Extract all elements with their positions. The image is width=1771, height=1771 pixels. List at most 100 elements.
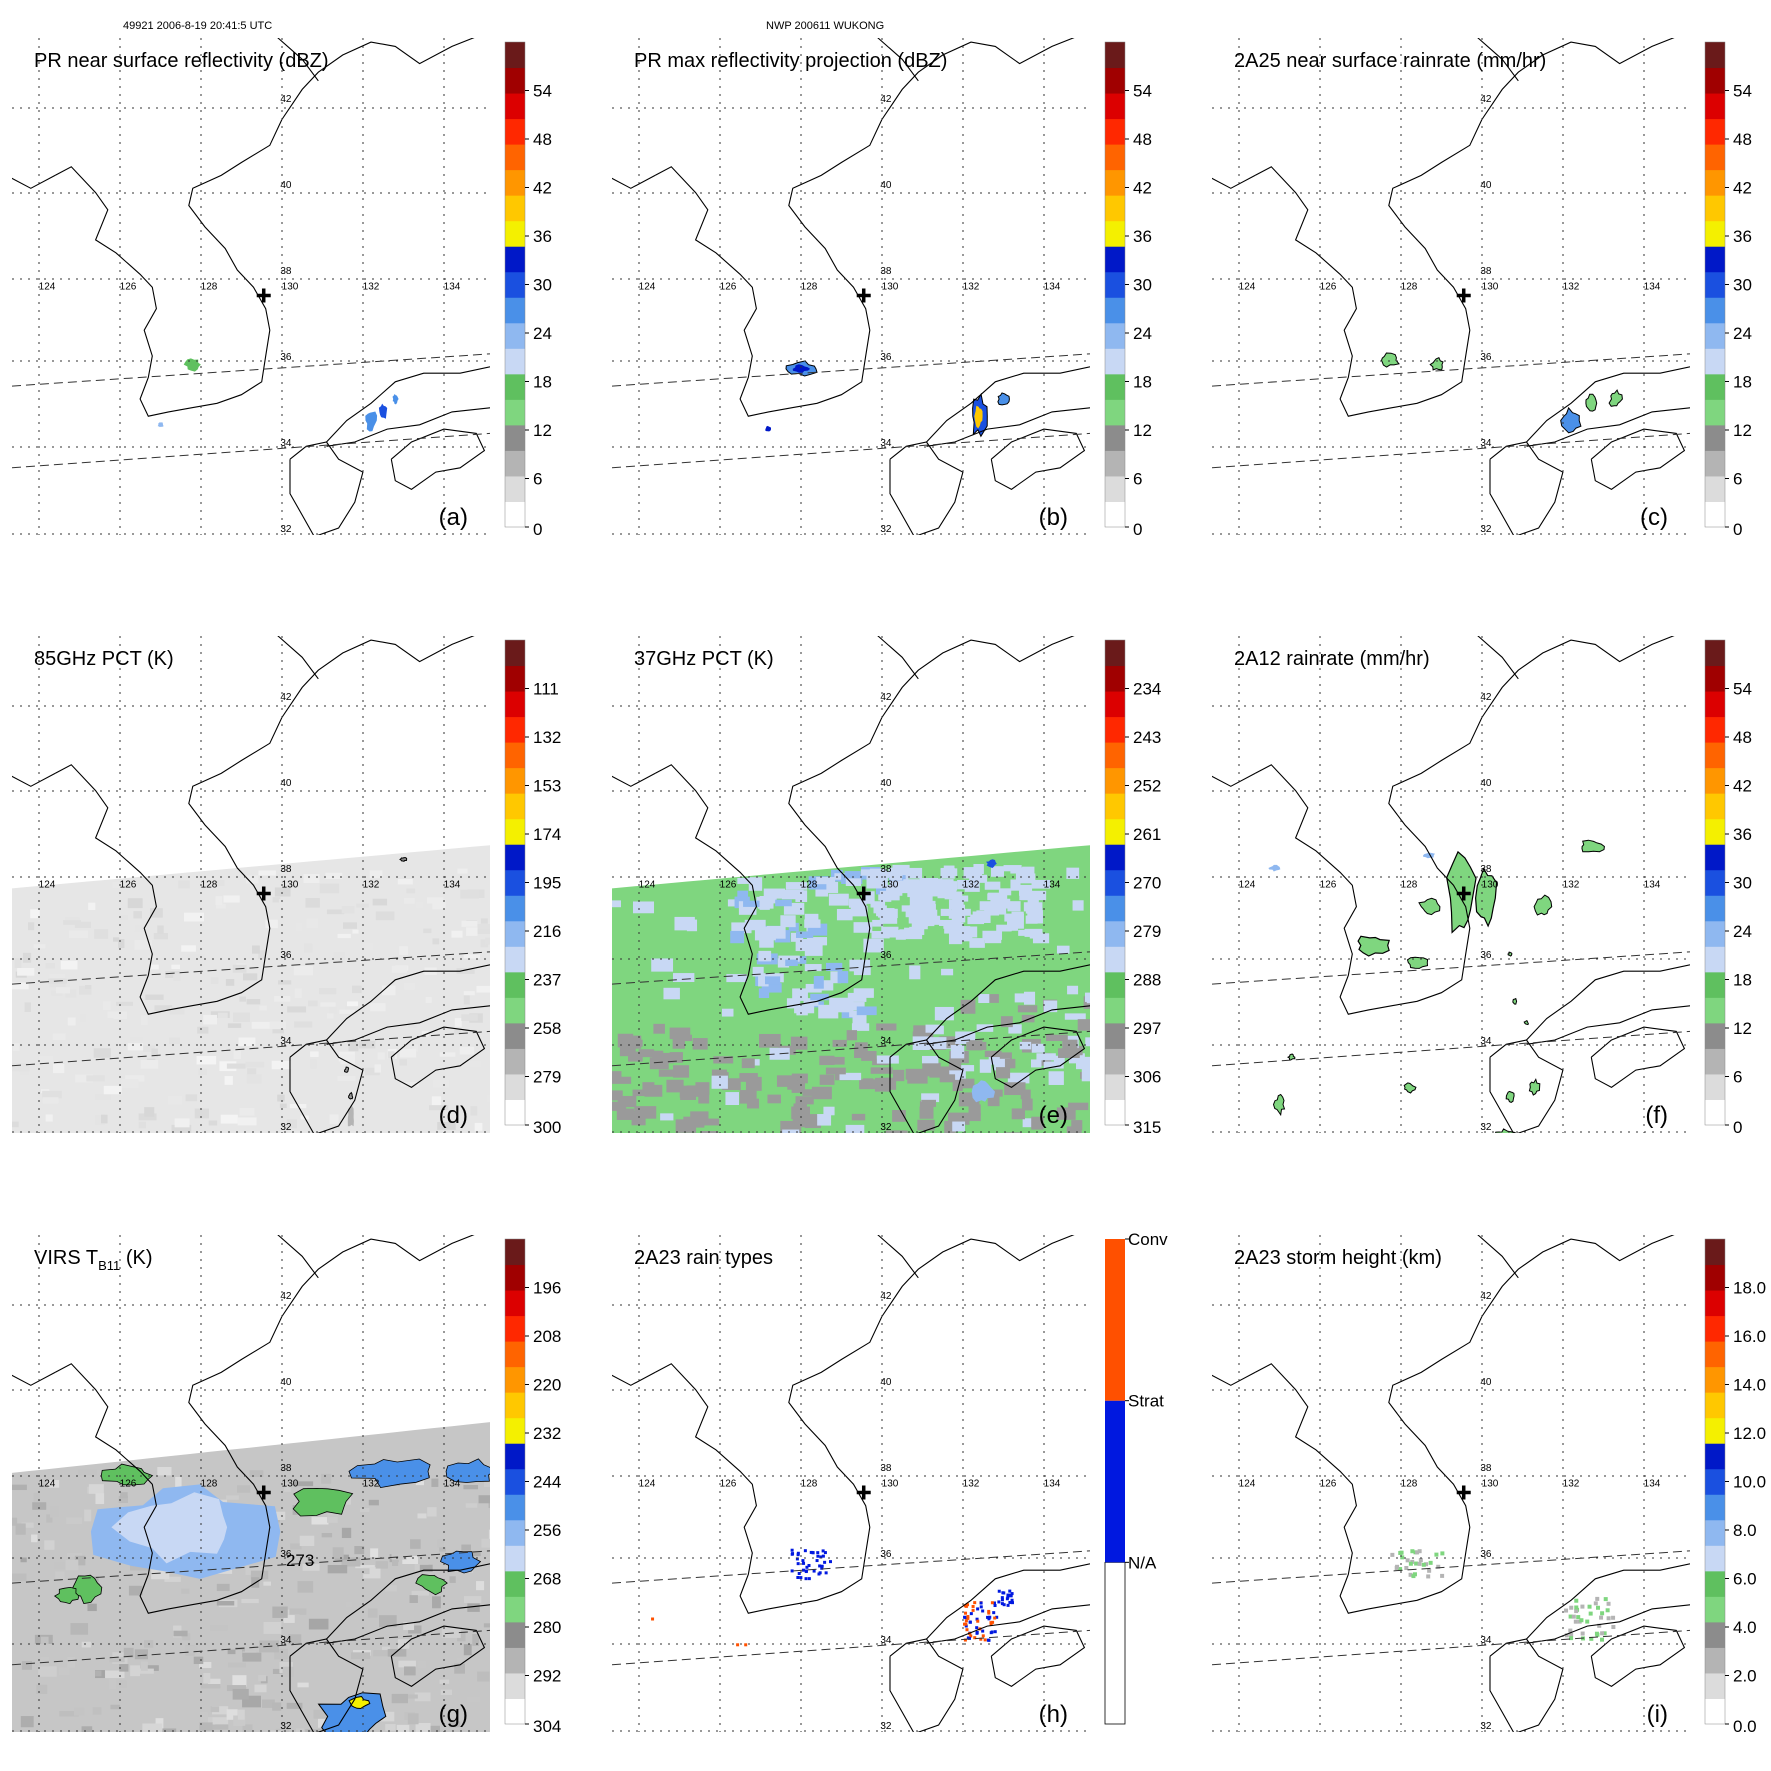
storm-height-pixel <box>1395 1564 1400 1569</box>
storm-center-marker <box>856 1485 871 1500</box>
colorbar-segment <box>1705 169 1725 196</box>
pct-pixel <box>474 1122 483 1131</box>
pct-pixel <box>123 1104 132 1111</box>
lat-label: 36 <box>1480 950 1492 961</box>
pct-pixel <box>226 1063 246 1069</box>
storm-height-pixel <box>1410 1549 1415 1554</box>
colorbar-segment <box>1705 450 1725 477</box>
colorbar-label: 18 <box>1733 373 1752 392</box>
lon-label: 128 <box>801 1478 818 1489</box>
coastline <box>1477 38 1519 82</box>
lon-label: 134 <box>444 281 461 292</box>
lat-label: 42 <box>1480 94 1492 105</box>
colorbar-segment <box>1705 1073 1725 1100</box>
panel-letter: (c) <box>1640 504 1668 531</box>
pct-pixel <box>994 1058 1010 1071</box>
pct-pixel <box>850 906 868 917</box>
ir-pixel <box>290 1543 302 1550</box>
ir-pixel <box>341 1557 361 1567</box>
ir-pixel <box>425 1725 440 1732</box>
swath-edge <box>612 353 1090 387</box>
pct-pixel <box>150 908 163 918</box>
pct-pixel <box>472 923 490 930</box>
storm-height-pixel <box>1569 1605 1574 1610</box>
colorbar-segment <box>505 1698 525 1725</box>
pct-pixel <box>1034 1135 1048 1142</box>
pct-pixel <box>964 880 980 892</box>
ir-pixel <box>32 1502 47 1510</box>
lat-label: 38 <box>1480 266 1492 277</box>
colorbar-label: 220 <box>533 1376 561 1395</box>
pct-pixel <box>804 919 821 928</box>
ir-pixel <box>44 1540 55 1550</box>
rain-type-pixel <box>971 1608 975 1612</box>
storm-height-pixel <box>1417 1549 1422 1554</box>
pct-pixel <box>876 1023 897 1031</box>
pct-pixel <box>631 1116 646 1126</box>
ir-pixel <box>258 1675 267 1682</box>
colorbar-segment <box>505 742 525 769</box>
colorbar-segment <box>505 1022 525 1049</box>
pct-pixel <box>962 1113 981 1122</box>
pct-pixel <box>227 1023 242 1028</box>
pct-pixel <box>1092 1151 1107 1163</box>
pct-pixel <box>844 871 861 880</box>
pct-pixel <box>766 1144 785 1154</box>
colorbar-segment <box>505 946 525 973</box>
pct-pixel <box>480 939 489 948</box>
lat-label: 36 <box>1480 1549 1492 1560</box>
colorbar-label: 196 <box>533 1279 561 1298</box>
pct-pixel <box>996 924 1012 932</box>
lon-label: 132 <box>963 281 980 292</box>
storm-height-pixel <box>1440 1573 1445 1578</box>
pct-pixel <box>619 1044 636 1057</box>
pct-pixel <box>961 1065 975 1072</box>
pct-pixel <box>816 877 836 885</box>
pct-pixel <box>239 996 246 1002</box>
swath-edge <box>1212 951 1690 985</box>
rain-type-pixel <box>987 1617 991 1621</box>
rain-type-pixel <box>1000 1596 1004 1600</box>
rain-type-pixel <box>1006 1603 1010 1607</box>
pct-pixel <box>673 1065 690 1078</box>
pct-pixel <box>879 890 892 902</box>
ir-pixel <box>403 1666 416 1676</box>
map-area: 124 126 128 130 132 134 42 40 38 36 34 32 <box>1212 1235 1690 1732</box>
ir-pixel <box>250 1570 269 1580</box>
colorbar-label: 12 <box>1733 421 1752 440</box>
pct-pixel <box>925 1024 941 1033</box>
cold-feature <box>971 1080 995 1103</box>
storm-height-pixel <box>1603 1597 1608 1602</box>
colorbar-segment <box>1705 271 1725 298</box>
ir-pixel <box>74 1555 86 1566</box>
cloud-top <box>445 1458 490 1483</box>
ir-pixel <box>226 1495 239 1500</box>
colorbar-segment <box>1705 118 1725 145</box>
colorbar-segment <box>1705 1570 1725 1597</box>
lon-label: 130 <box>1482 281 1499 292</box>
pct-pixel <box>632 1089 651 1097</box>
colorbar-label: 304 <box>533 1717 561 1736</box>
colorbar-label: 42 <box>1733 179 1752 198</box>
colorbar: 0.0 2.0 4.0 6.0 8.0 10.0 12.0 14.0 16.0 18.0 <box>1704 1238 1766 1736</box>
ir-pixel <box>212 1706 229 1715</box>
lon-label: 124 <box>639 879 656 890</box>
pct-pixel <box>795 1096 814 1105</box>
coastline <box>12 1371 56 1386</box>
colorbar-label: 24 <box>1133 324 1152 343</box>
pct-pixel <box>837 971 849 984</box>
pct-pixel <box>1021 1014 1035 1023</box>
rain-type-pixel <box>975 1626 979 1630</box>
pct-pixel <box>102 1001 111 1011</box>
pct-pixel <box>286 1119 298 1129</box>
storm-height-pixel <box>1408 1561 1413 1566</box>
colorbar-segment <box>1105 93 1125 120</box>
pct-pixel <box>956 908 971 916</box>
ir-pixel <box>449 1576 456 1583</box>
pct-pixel <box>157 925 164 934</box>
colorbar-segment <box>505 475 525 502</box>
storm-height-pixel <box>1599 1615 1604 1620</box>
colorbar: 304 292 280 268 256 244 232 220 208 196 <box>504 1238 561 1736</box>
pct-pixel <box>196 1055 217 1065</box>
colorbar-label: 256 <box>533 1521 561 1540</box>
